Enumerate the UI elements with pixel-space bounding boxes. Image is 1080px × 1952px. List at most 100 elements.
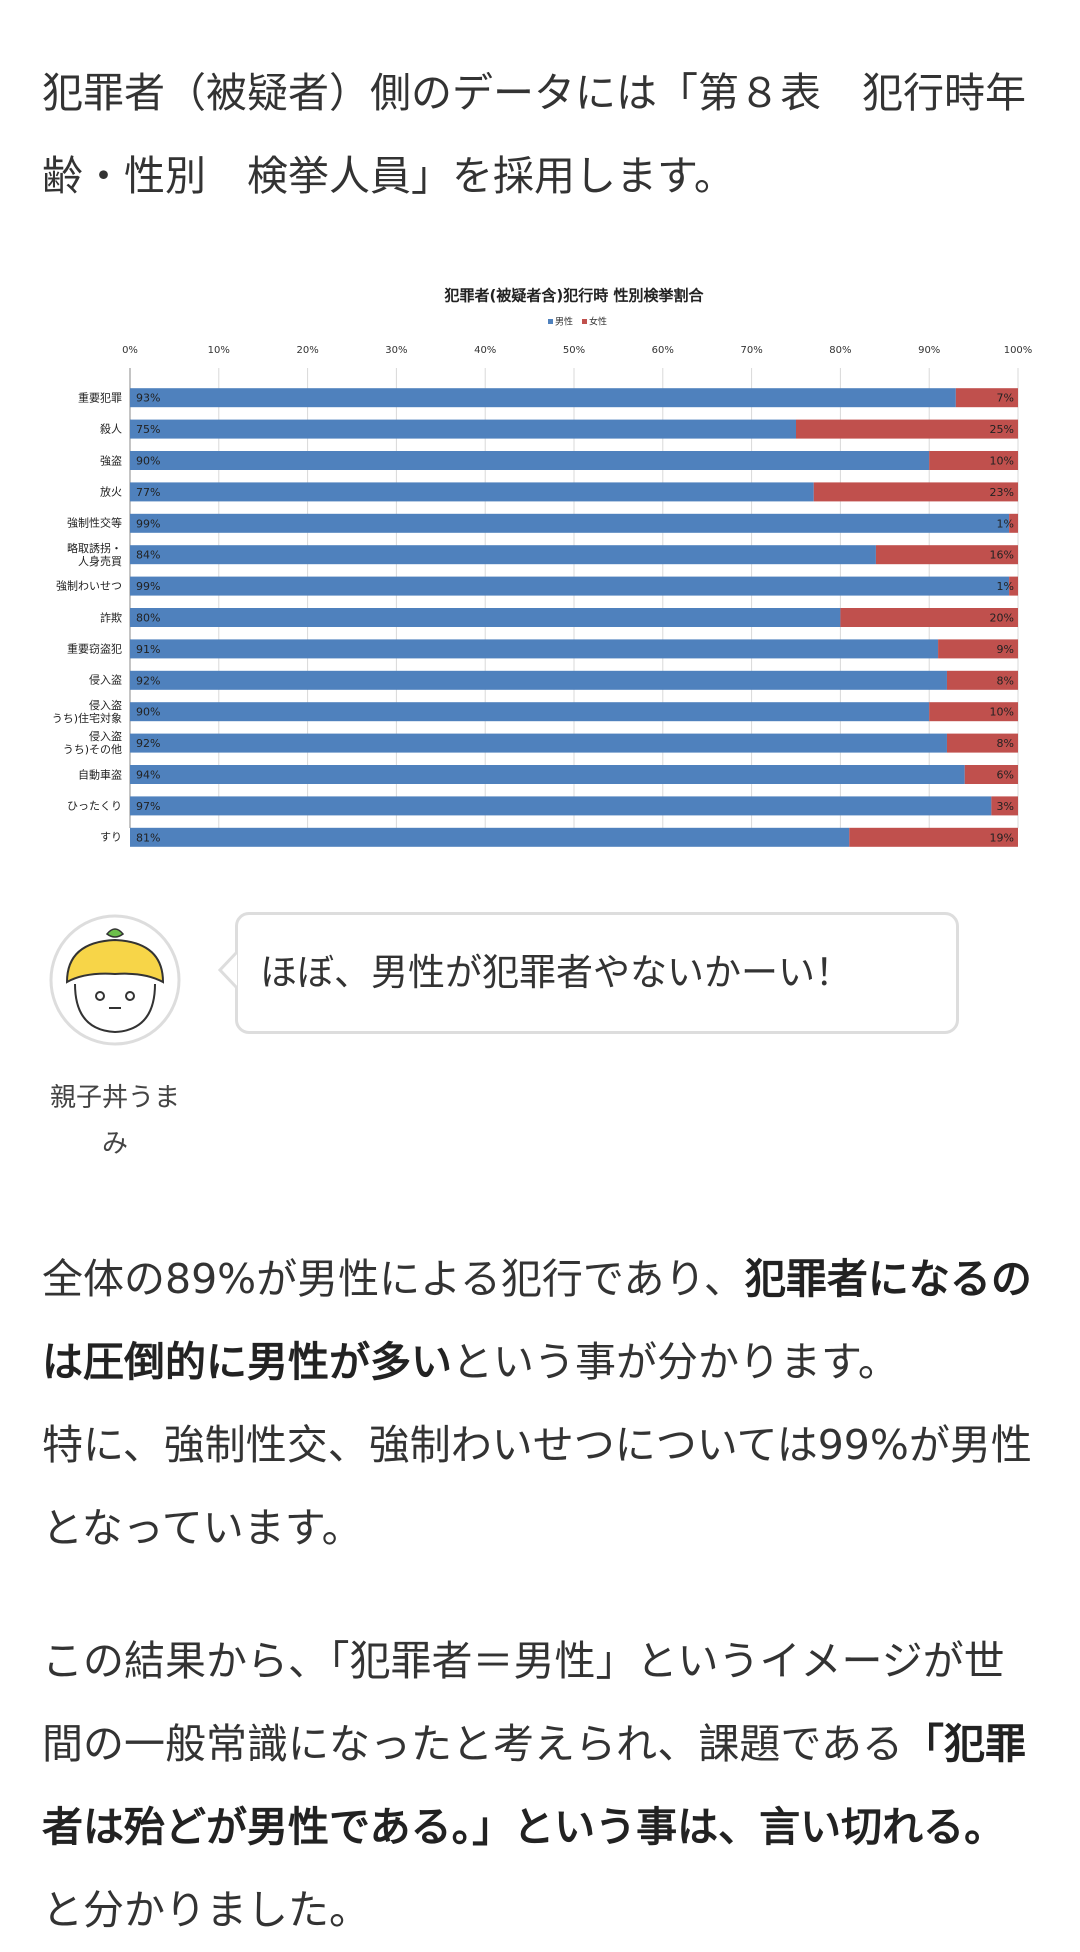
value-label: 1%	[997, 580, 1014, 593]
y-tick-label: 詐欺	[100, 611, 122, 624]
bar-segment	[130, 765, 965, 784]
chart-title: 犯罪者(被疑者含)犯行時 性別検挙割合	[444, 287, 705, 305]
value-label: 19%	[990, 831, 1014, 844]
bar-segment	[130, 576, 1010, 596]
y-tick-label: 殺人	[100, 422, 122, 436]
bar-segment	[875, 545, 1018, 565]
value-label: 1%	[997, 517, 1014, 530]
y-tick-label: 強盗	[100, 454, 122, 467]
bar-segment	[964, 765, 1018, 784]
value-label: 8%	[997, 737, 1014, 750]
value-label: 8%	[997, 674, 1014, 687]
value-label: 77%	[136, 486, 160, 499]
value-label: 75%	[136, 423, 160, 436]
x-tick-label: 0%	[122, 345, 138, 356]
speech-bubble: ほぼ、男性が犯罪者やないかーい！	[235, 912, 959, 1034]
legend-swatch	[548, 319, 553, 324]
y-tick-label: すり	[100, 830, 122, 844]
text: 全体の89%が男性による犯行であり、	[42, 1255, 745, 1303]
value-label: 25%	[990, 423, 1014, 436]
legend-swatch	[582, 319, 587, 324]
bar-segment	[130, 482, 814, 502]
avatar	[49, 914, 181, 1046]
value-label: 80%	[136, 612, 160, 625]
y-tick-label: 侵入盗 うち)住宅対象	[51, 698, 122, 725]
bold-text: 犯罪者になるのは圧倒的に男性が多い	[42, 1255, 1032, 1386]
y-tick-label: 重要窃盗犯	[67, 642, 122, 656]
bar-segment	[813, 482, 1018, 502]
bar-segment	[929, 702, 1018, 722]
value-label: 91%	[136, 643, 160, 656]
bold-text: 「犯罪者は殆どが男性である。」という事は、言い切れる。	[42, 1720, 1026, 1851]
bar-segment	[130, 639, 939, 659]
bar-segment	[938, 639, 1018, 659]
legend-label: 女性	[589, 316, 607, 328]
x-tick-label: 10%	[208, 345, 230, 356]
value-label: 9%	[997, 643, 1014, 656]
value-label: 6%	[997, 769, 1014, 782]
bar-segment	[130, 702, 930, 722]
y-tick-label: 侵入盗	[89, 673, 122, 687]
value-label: 23%	[990, 486, 1014, 499]
x-tick-label: 30%	[385, 345, 407, 356]
chart: 犯罪者(被疑者含)犯行時 性別検挙割合 男性 女性 0% 10% 20% 30% 40% 50…	[0, 260, 1080, 860]
x-tick-label: 70%	[740, 345, 762, 356]
value-label: 16%	[990, 549, 1014, 562]
text: この結果から、「犯罪者＝男性」というイメージが世間の一般常識になったと考えられ、…	[42, 1637, 1005, 1768]
legend-label: 男性	[555, 316, 573, 328]
bar-segment	[955, 388, 1018, 408]
bar-segment	[130, 670, 947, 690]
bubble-tail	[218, 950, 238, 990]
bar-segment	[130, 545, 876, 565]
bar-segment	[1009, 576, 1018, 596]
bar-segment	[130, 513, 1010, 533]
y-tick-label: 自動車盗	[78, 768, 122, 781]
x-tick-label: 100%	[1004, 345, 1033, 356]
value-label: 92%	[136, 674, 160, 687]
value-label: 92%	[136, 737, 160, 750]
value-label: 90%	[136, 706, 160, 719]
bar-segment	[130, 796, 992, 816]
value-label: 99%	[136, 517, 160, 530]
speech-text: ほぼ、男性が犯罪者やないかーい！	[260, 951, 852, 994]
y-tick-label: 重要犯罪	[78, 391, 122, 405]
bar-segment	[946, 733, 1018, 753]
x-tick-label: 40%	[474, 345, 496, 356]
bar-segment	[946, 670, 1018, 690]
value-label: 93%	[136, 392, 160, 405]
value-label: 84%	[136, 549, 160, 562]
bar-segment	[796, 419, 1018, 439]
y-tick-label: 放火	[100, 485, 122, 499]
value-label: 20%	[990, 612, 1014, 625]
value-label: 90%	[136, 455, 160, 468]
value-label: 94%	[136, 769, 160, 782]
value-label: 99%	[136, 580, 160, 593]
bar-segment	[130, 608, 841, 627]
value-label: 3%	[997, 800, 1014, 813]
bar-segment	[991, 796, 1018, 816]
x-tick-label: 90%	[918, 345, 940, 356]
x-tick-label: 50%	[563, 345, 585, 356]
bar-segment	[130, 451, 930, 470]
value-label: 7%	[997, 392, 1014, 405]
paragraph: この結果から、「犯罪者＝男性」というイメージが世間の一般常識になったと考えられ、…	[42, 1620, 1037, 1952]
text: という事が分かります。 特に、強制性交、強制わいせつについては99%が男性となっ…	[42, 1338, 1032, 1552]
intro-text: 犯罪者（被疑者）側のデータには「第８表 犯行時年齢・性別 検挙人員」を採用します…	[42, 69, 1026, 200]
y-tick-label: 強制性交等	[67, 516, 122, 530]
bar-segment	[130, 827, 850, 847]
value-label: 97%	[136, 800, 160, 813]
y-tick-label: 侵入盗 うち)その他	[62, 730, 122, 757]
value-label: 10%	[990, 455, 1014, 468]
text: と分かりました。	[42, 1886, 370, 1934]
y-tick-label: 強制わいせつ	[56, 579, 122, 593]
bar-segment	[130, 388, 956, 408]
chart-svg: 犯罪者(被疑者含)犯行時 性別検挙割合 男性 女性 0% 10% 20% 30% 40% 50…	[122, 287, 1033, 847]
bar-segment	[130, 419, 796, 439]
bar-segment	[130, 733, 947, 753]
value-label: 10%	[990, 706, 1014, 719]
paragraph: 全体の89%が男性による犯行であり、犯罪者になるのは圧倒的に男性が多いという事が…	[42, 1238, 1037, 1570]
value-label: 81%	[136, 831, 160, 844]
y-tick-label: 略取誘拐・ 人身売買	[67, 541, 122, 568]
bar-segment	[1009, 513, 1018, 533]
